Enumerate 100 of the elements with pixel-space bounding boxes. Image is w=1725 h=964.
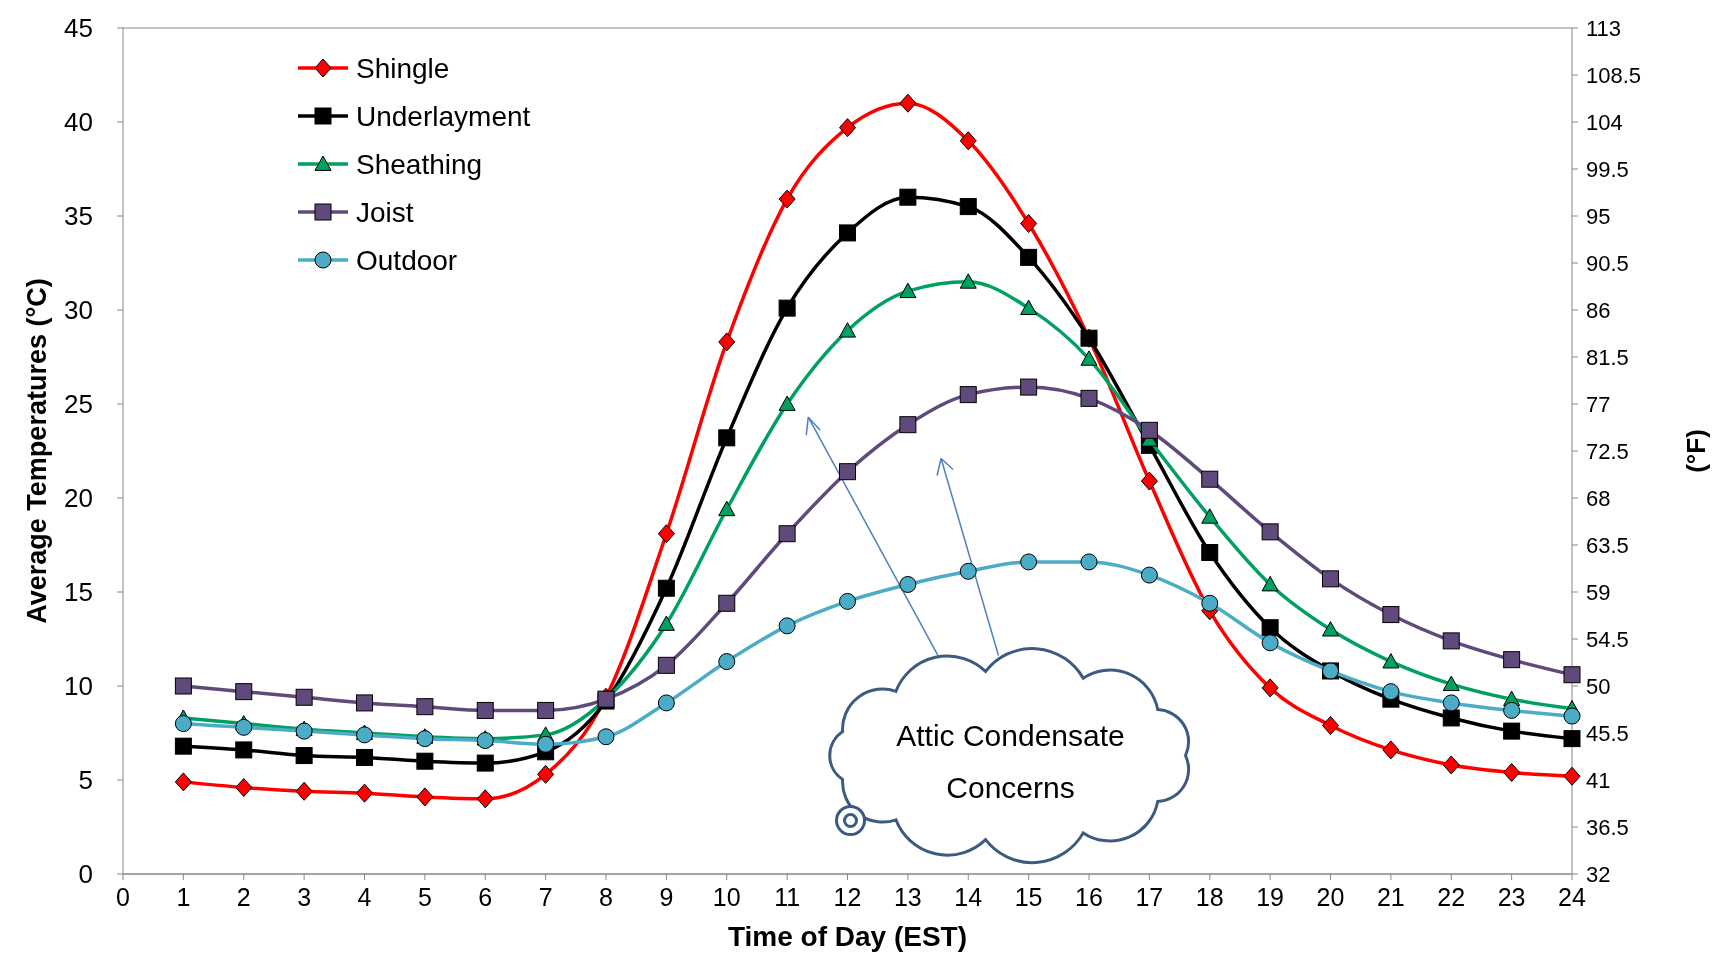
y2-tick-label: 104 [1586, 110, 1623, 135]
point [416, 752, 434, 770]
point [416, 730, 434, 748]
annotation: Attic Condensate Concerns [896, 718, 1125, 804]
legend-label: Underlayment [356, 101, 531, 132]
x-tick-label: 8 [599, 883, 613, 911]
y-tick-label: 25 [64, 389, 93, 419]
point [1140, 471, 1158, 491]
point [174, 715, 192, 733]
point [1020, 248, 1038, 266]
point [1020, 553, 1038, 571]
y-tick-label: 35 [64, 201, 93, 231]
y2-tick-label: 72.5 [1586, 439, 1629, 464]
point [1563, 707, 1581, 725]
point [476, 789, 494, 809]
y-tick-label: 0 [78, 859, 93, 889]
point [1563, 666, 1581, 684]
y-tick-label: 5 [78, 765, 93, 795]
point [959, 562, 977, 580]
point [899, 188, 917, 206]
point [1201, 470, 1219, 488]
point [839, 322, 856, 338]
point [174, 737, 192, 755]
point [839, 118, 856, 138]
point [778, 189, 796, 209]
point [356, 726, 373, 744]
y-tick-label: 20 [64, 483, 93, 513]
point [899, 416, 917, 434]
x-tick-label: 0 [116, 883, 130, 911]
point [1322, 570, 1339, 588]
point [657, 524, 675, 544]
x-tick-label: 2 [236, 883, 251, 911]
x-tick-label: 23 [1497, 883, 1526, 911]
point [1382, 683, 1400, 701]
point [1201, 594, 1219, 612]
point [174, 772, 192, 792]
point [476, 754, 494, 772]
point [1503, 701, 1521, 719]
x-axis-title: Time of Day (EST) [727, 921, 968, 952]
point [174, 677, 192, 695]
x-tick-label: 12 [833, 883, 862, 911]
y2-tick-label: 50 [1586, 674, 1611, 699]
x-tick-label: 3 [297, 883, 312, 911]
y2-tick-label: 32 [1586, 862, 1611, 887]
point [235, 718, 253, 736]
point [1442, 709, 1460, 727]
legend-label: Joist [356, 197, 414, 228]
x-tick-label: 15 [1014, 883, 1043, 911]
legend-label: Shingle [356, 53, 450, 84]
legend-label: Sheathing [356, 149, 483, 180]
point [1140, 566, 1158, 584]
x-tick-label: 13 [893, 883, 922, 911]
point [959, 198, 977, 216]
x-tick-label: 7 [538, 883, 553, 911]
point [657, 694, 675, 712]
point [718, 500, 736, 517]
point [778, 395, 796, 411]
y2-tick-label: 36.5 [1586, 815, 1629, 840]
point [295, 747, 313, 765]
point [1201, 544, 1219, 562]
y-tick-label: 15 [64, 577, 93, 607]
point [839, 463, 856, 481]
y2-tick-label: 41 [1586, 768, 1611, 793]
point [1442, 694, 1460, 712]
point [1322, 715, 1339, 735]
point [718, 429, 736, 447]
point [1020, 299, 1038, 316]
point [778, 617, 796, 635]
point [597, 728, 615, 746]
y2-tick-label: 86 [1586, 298, 1611, 323]
y2-tick-label: 113 [1586, 16, 1622, 41]
point [1080, 350, 1098, 366]
point [1442, 632, 1460, 650]
point [1442, 755, 1460, 775]
y2-tick-label: 99.5 [1586, 157, 1629, 182]
point [899, 282, 917, 299]
y2-tick-label: 95 [1586, 204, 1611, 229]
point [1563, 766, 1581, 786]
point [1382, 740, 1400, 760]
x-tick-label: 22 [1437, 883, 1466, 911]
point [1442, 675, 1460, 692]
point [295, 688, 313, 706]
point [476, 701, 494, 719]
x-tick-label: 24 [1558, 883, 1586, 911]
point [718, 594, 736, 612]
y-tick-label: 40 [64, 107, 93, 137]
point [356, 748, 373, 766]
point [537, 764, 555, 784]
point [839, 592, 856, 610]
point [1322, 621, 1339, 637]
point [1503, 722, 1521, 740]
point [416, 787, 434, 807]
point [959, 273, 977, 289]
point [1020, 378, 1038, 396]
point [778, 299, 796, 317]
x-tick-label: 9 [659, 883, 674, 911]
y-tick-label: 10 [64, 671, 93, 701]
y2-axis-title: (°F) [1681, 429, 1711, 473]
point [657, 615, 675, 631]
point [1080, 389, 1098, 407]
